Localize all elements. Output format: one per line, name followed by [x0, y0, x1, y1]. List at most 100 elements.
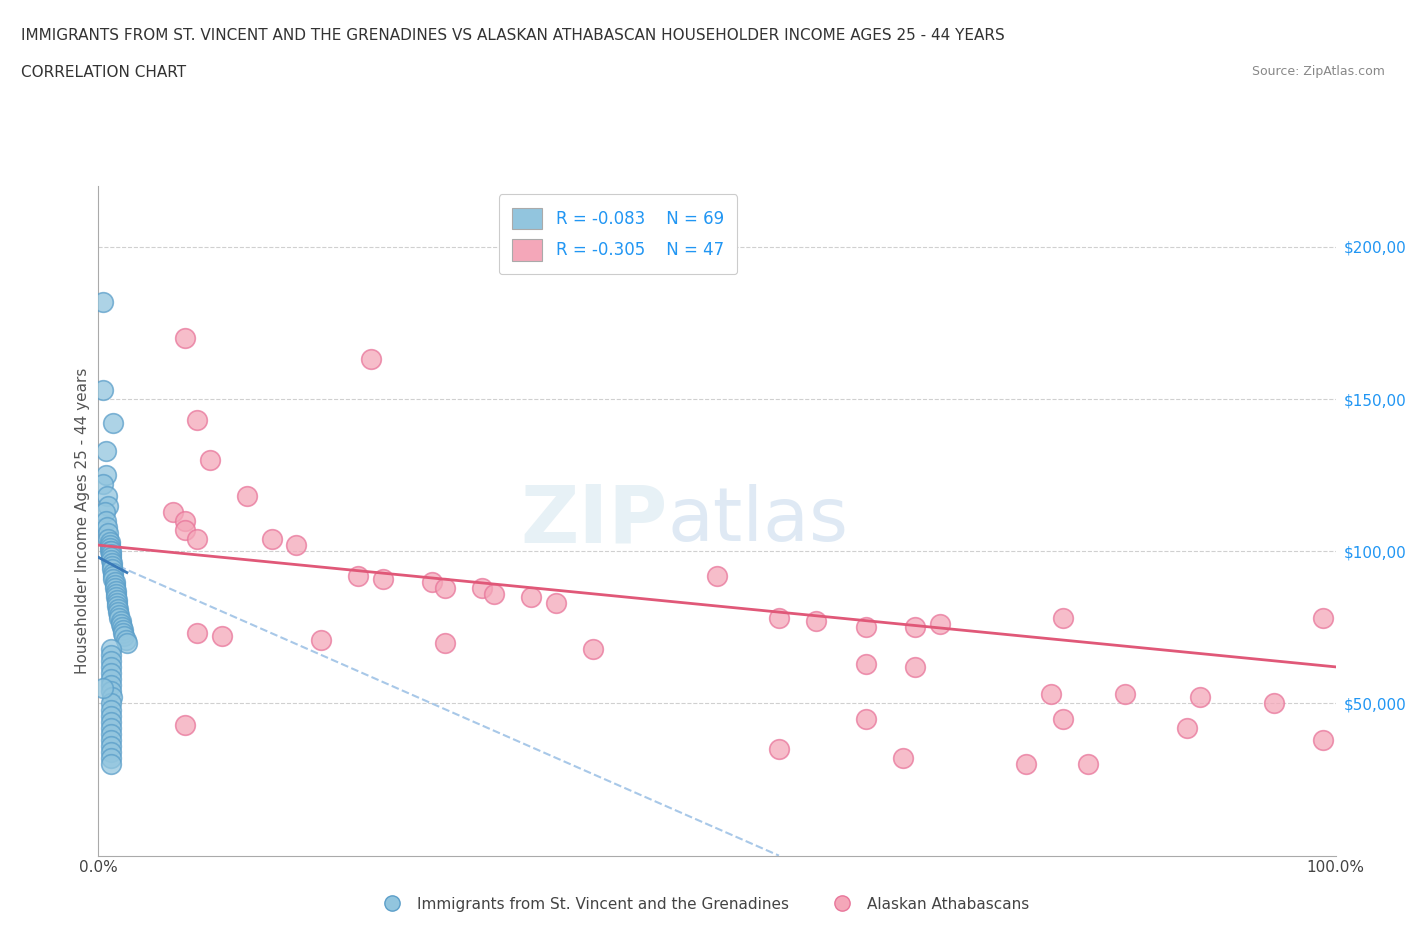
Text: ZIP: ZIP	[520, 482, 668, 560]
Point	[484, 587, 506, 602]
Point	[93, 477, 115, 492]
Point	[100, 654, 122, 669]
Point	[198, 453, 221, 468]
Text: CORRELATION CHART: CORRELATION CHART	[21, 65, 186, 80]
Point	[112, 629, 135, 644]
Point	[100, 547, 122, 562]
Point	[103, 580, 125, 595]
Point	[100, 696, 122, 711]
Point	[1263, 696, 1285, 711]
Point	[100, 671, 122, 686]
Point	[100, 641, 122, 656]
Point	[162, 504, 184, 519]
Point	[1040, 687, 1063, 702]
Point	[433, 635, 456, 650]
Point	[186, 413, 208, 428]
Point	[105, 599, 128, 614]
Point	[1052, 611, 1074, 626]
Point	[110, 617, 132, 631]
Point	[104, 587, 127, 602]
Point	[96, 520, 118, 535]
Point	[100, 666, 122, 681]
Point	[103, 578, 125, 592]
Point	[768, 611, 790, 626]
Point	[855, 657, 877, 671]
Point	[100, 647, 122, 662]
Point	[891, 751, 914, 765]
Point	[98, 544, 121, 559]
Point	[174, 523, 197, 538]
Point	[1052, 711, 1074, 726]
Point	[100, 678, 122, 693]
Point	[101, 562, 124, 577]
Point	[928, 617, 950, 631]
Text: atlas: atlas	[668, 485, 849, 557]
Point	[105, 595, 128, 610]
Point	[520, 590, 543, 604]
Point	[100, 745, 122, 760]
Point	[360, 352, 382, 367]
Point	[186, 532, 208, 547]
Point	[107, 604, 129, 619]
Point	[101, 556, 124, 571]
Point	[100, 726, 122, 741]
Point	[108, 607, 131, 622]
Point	[101, 559, 124, 574]
Point	[98, 540, 121, 555]
Point	[1175, 721, 1198, 736]
Point	[100, 738, 122, 753]
Point	[768, 741, 790, 756]
Point	[96, 489, 118, 504]
Legend: Immigrants from St. Vincent and the Grenadines, Alaskan Athabascans: Immigrants from St. Vincent and the Gren…	[371, 891, 1035, 918]
Point	[105, 592, 128, 607]
Point	[546, 595, 568, 610]
Point	[186, 626, 208, 641]
Point	[97, 525, 120, 540]
Point	[100, 550, 122, 565]
Point	[93, 294, 115, 309]
Point	[107, 602, 129, 617]
Point	[855, 711, 877, 726]
Point	[174, 717, 197, 732]
Point	[100, 702, 122, 717]
Point	[804, 614, 827, 629]
Point	[174, 331, 197, 346]
Point	[103, 568, 125, 583]
Point	[110, 614, 132, 629]
Point	[103, 416, 125, 431]
Point	[100, 757, 122, 772]
Point	[100, 659, 122, 674]
Point	[260, 532, 283, 547]
Point	[309, 632, 332, 647]
Point	[98, 535, 121, 550]
Point	[104, 590, 127, 604]
Point	[94, 444, 117, 458]
Point	[97, 532, 120, 547]
Point	[97, 498, 120, 513]
Text: Source: ZipAtlas.com: Source: ZipAtlas.com	[1251, 65, 1385, 78]
Point	[111, 620, 134, 635]
Point	[100, 684, 122, 698]
Point	[101, 690, 124, 705]
Point	[347, 568, 370, 583]
Text: IMMIGRANTS FROM ST. VINCENT AND THE GRENADINES VS ALASKAN ATHABASCAN HOUSEHOLDER: IMMIGRANTS FROM ST. VINCENT AND THE GREN…	[21, 28, 1005, 43]
Point	[1312, 733, 1334, 748]
Point	[1114, 687, 1136, 702]
Point	[100, 708, 122, 723]
Point	[433, 580, 456, 595]
Point	[98, 538, 121, 552]
Point	[285, 538, 308, 552]
Point	[100, 721, 122, 736]
Point	[100, 751, 122, 765]
Point	[114, 632, 136, 647]
Point	[103, 571, 125, 586]
Point	[108, 611, 131, 626]
Point	[94, 468, 117, 483]
Point	[855, 620, 877, 635]
Point	[112, 623, 135, 638]
Point	[93, 681, 115, 696]
Point	[471, 580, 494, 595]
Point	[103, 565, 125, 580]
Legend: R = -0.083    N = 69, R = -0.305    N = 47: R = -0.083 N = 69, R = -0.305 N = 47	[499, 194, 737, 273]
Point	[1077, 757, 1099, 772]
